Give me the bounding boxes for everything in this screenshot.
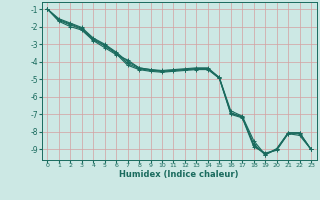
X-axis label: Humidex (Indice chaleur): Humidex (Indice chaleur) [119,170,239,179]
